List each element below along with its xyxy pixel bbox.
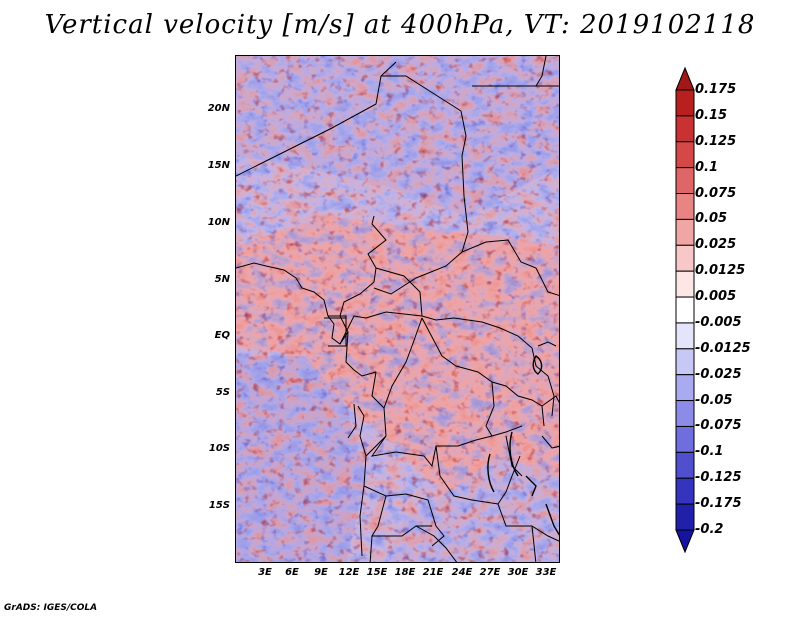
country-borders [236,56,559,562]
colorbar-segment [675,451,695,479]
lon-tick-label: 27E [479,567,501,578]
colorbar-arrow-bottom [675,529,695,554]
colorbar-level-label: 0.025 [695,237,737,253]
colorbar-level-label: 0.125 [695,133,737,149]
colorbar-level-label: 0.0125 [695,263,746,279]
lon-tick-label: 18E [394,567,416,578]
lakes [487,355,559,536]
lat-tick-label: 15N [207,160,230,171]
lon-tick-label: 30E [507,567,529,578]
vertical-velocity-field [236,56,559,562]
colorbar-level-label: 0.1 [695,159,719,175]
colorbar-level-label: 0.175 [695,82,737,97]
colorbar-segment [675,115,695,143]
lat-tick-label: EQ [214,330,230,341]
colorbar-segment [675,89,695,117]
lat-tick-label: 10N [207,217,230,228]
colorbar-level-label: -0.0125 [695,340,751,356]
lon-tick-label: 12E [338,567,360,578]
colorbar-level-label: -0.025 [695,366,742,382]
lat-tick-label: 10S [208,443,230,454]
lat-tick-label: 15S [208,500,230,511]
colorbar-segment [675,503,695,531]
lat-tick-label: 20N [207,103,230,114]
colorbar-segment [675,322,695,350]
colorbar-level-label: -0.125 [695,470,742,486]
lon-tick-label: 24E [451,567,473,578]
colorbar-level-label: 0.075 [695,185,737,201]
colorbar-segment [675,296,695,324]
colorbar-level-label: 0.05 [695,211,728,227]
colorbar-segment [675,193,695,220]
colorbar-level-label: -0.1 [695,444,724,460]
colorbar-segment [675,167,695,195]
colorbar-level-label: 0.15 [695,107,728,123]
map-panel [235,55,560,563]
colorbar-segment [675,348,695,376]
grads-footer: GrADS: IGES/COLA [4,603,98,613]
colorbar-segment [675,270,695,298]
colorbar-segment [675,141,695,169]
colorbar-level-label: -0.175 [695,496,742,512]
colorbar-segment [675,218,695,246]
colorbar-level-label: -0.2 [695,522,724,537]
colorbar-segment [675,477,695,505]
colorbar-level-label: 0.005 [695,289,737,305]
lon-tick-label: 3E [258,567,272,578]
lat-tick-label: 5S [215,387,230,398]
colorbar-segment [675,400,695,427]
colorbar-level-label: -0.075 [695,418,742,434]
colorbar-level-label: -0.005 [695,314,742,330]
lon-tick-label: 33E [535,567,557,578]
lon-tick-label: 6E [285,567,299,578]
colorbar-level-label: -0.05 [695,392,733,408]
lon-tick-label: 21E [422,567,444,578]
map-title: Vertical velocity [m/s] at 400hPa, VT: 2… [44,10,756,40]
colorbar-arrow-top [675,66,695,91]
colorbar-segment [675,374,695,402]
lon-tick-label: 9E [314,567,328,578]
lat-tick-label: 5N [214,274,230,285]
colorbar-segment [675,425,695,453]
colorbar [675,66,695,554]
lon-tick-label: 15E [366,567,388,578]
colorbar-segment [675,244,695,272]
